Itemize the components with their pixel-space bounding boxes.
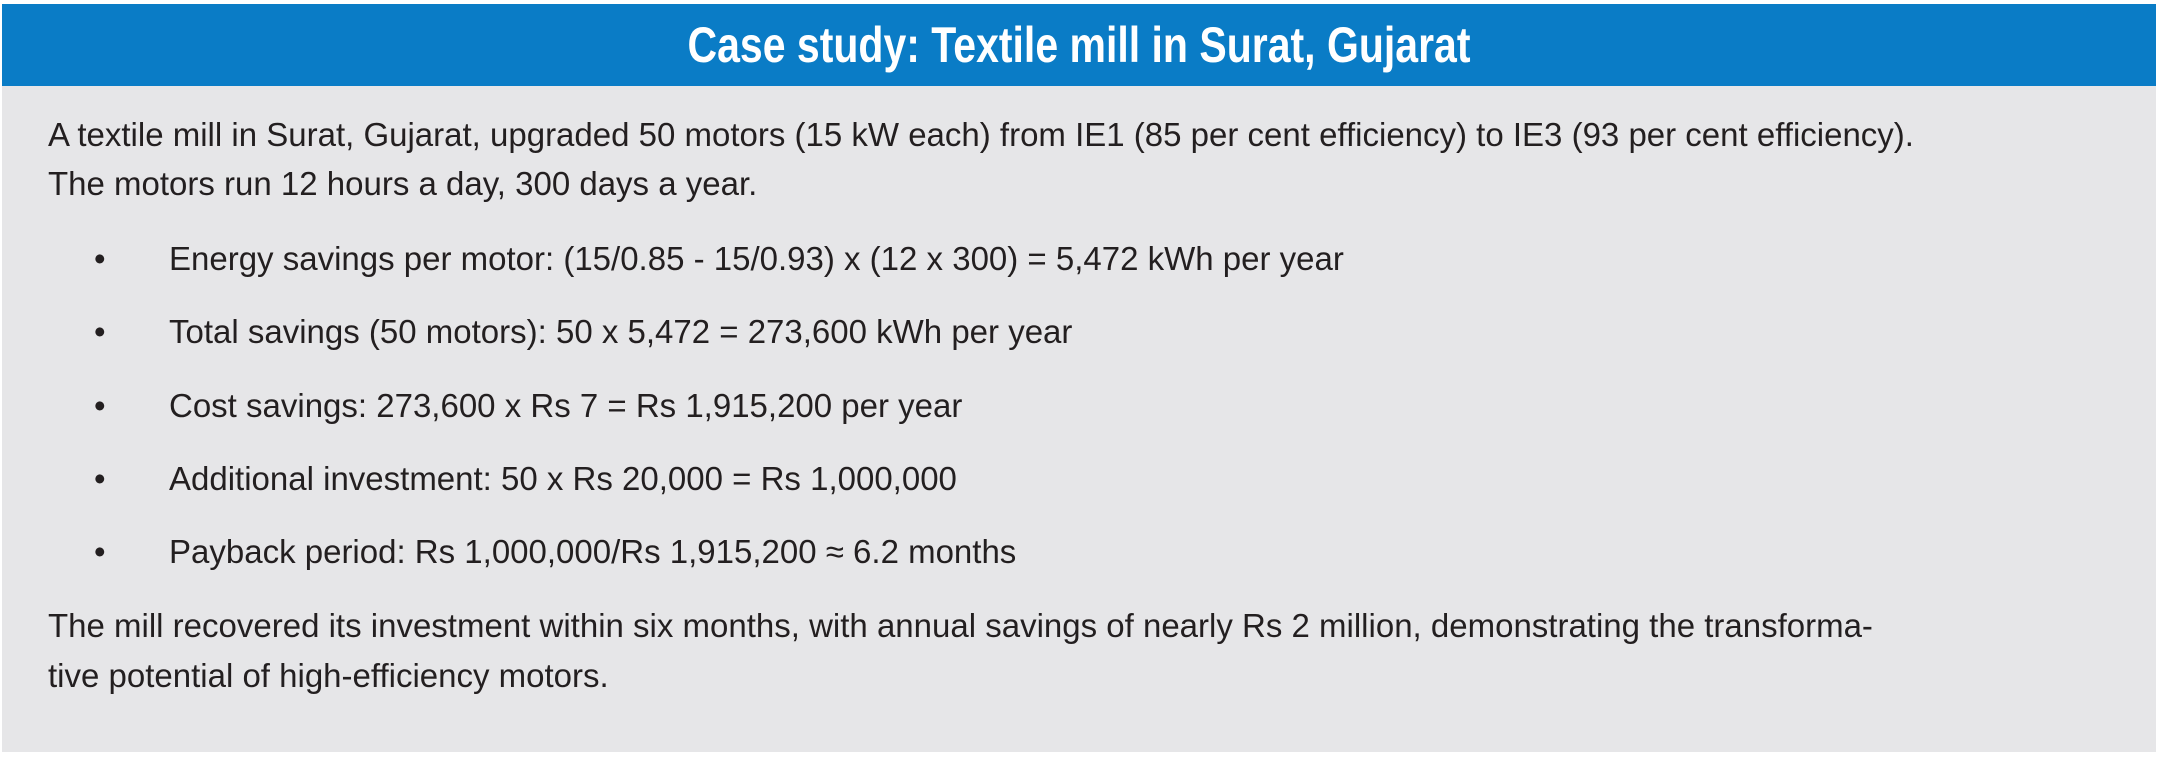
bullet-text: Total savings (50 motors): 50 x 5,472 = …	[169, 313, 1073, 351]
bullet-dot: •	[94, 459, 106, 497]
case-study-box: Case study: Textile mill in Surat, Gujar…	[2, 4, 2156, 752]
bullet-dot: •	[94, 386, 106, 424]
intro-line: The motors run 12 hours a day, 300 days …	[48, 165, 758, 202]
bullet-text: Payback period: Rs 1,000,000/Rs 1,915,20…	[169, 533, 1017, 571]
bullet-text: Cost savings: 273,600 x Rs 7 = Rs 1,915,…	[169, 386, 963, 424]
bullet-text: Additional investment: 50 x Rs 20,000 = …	[169, 459, 957, 497]
conclusion-line: The mill recovered its investment within…	[48, 607, 1873, 644]
title: Case study: Textile mill in Surat, Gujar…	[687, 17, 1471, 73]
bullet-dot: •	[94, 240, 106, 277]
bullet-dot: •	[94, 313, 106, 351]
intro-line: A textile mill in Surat, Gujarat, upgrad…	[48, 116, 1914, 153]
bullet-dot: •	[94, 533, 106, 571]
header-bar: Case study: Textile mill in Surat, Gujar…	[2, 4, 2156, 86]
conclusion-line: tive potential of high-efficiency motors…	[48, 657, 609, 694]
bullet-text: Energy savings per motor: (15/0.85 - 15/…	[169, 240, 1344, 277]
